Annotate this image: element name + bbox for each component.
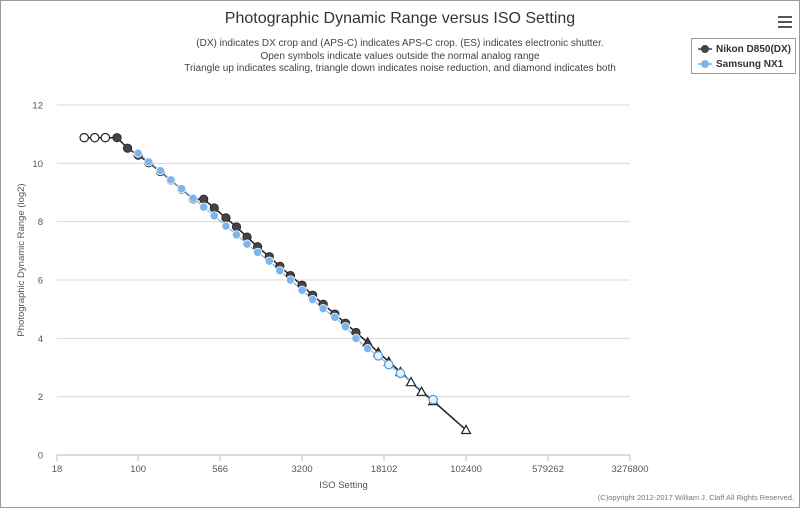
data-point — [122, 143, 133, 153]
data-point — [176, 184, 187, 194]
data-point — [275, 266, 285, 276]
data-point — [221, 221, 231, 231]
y-tick-label: 2 — [38, 392, 43, 403]
hamburger-menu-icon[interactable] — [778, 16, 792, 28]
chart-title: Photographic Dynamic Range versus ISO Se… — [224, 10, 576, 27]
y-tick-label: 6 — [38, 276, 43, 287]
data-point — [144, 157, 154, 167]
data-point-open — [79, 132, 90, 143]
data-point — [231, 230, 242, 240]
x-tick-label: 3200 — [292, 464, 313, 475]
series-markers-nikon — [79, 132, 472, 435]
data-point — [221, 213, 231, 223]
data-point-triangle — [416, 385, 428, 396]
x-tick-label: 18 — [52, 464, 63, 475]
data-point — [199, 194, 209, 204]
x-tick-label: 18102 — [371, 464, 397, 475]
x-tick-label: 100 — [130, 464, 146, 475]
legend-label: Samsung NX1 — [716, 58, 784, 70]
data-point — [209, 211, 219, 221]
legend-label: Nikon D850(DX) — [716, 43, 792, 55]
data-point-open — [100, 132, 111, 143]
data-point — [155, 166, 165, 176]
data-point — [351, 333, 361, 343]
data-point — [340, 322, 351, 332]
subtitle-line: Open symbols indicate values outside the… — [260, 50, 540, 62]
x-tick-label: 3276800 — [612, 464, 649, 475]
legend-marker-icon — [698, 60, 712, 68]
data-point — [318, 303, 328, 314]
data-point — [264, 256, 274, 266]
data-point — [242, 239, 252, 249]
y-tick-label: 12 — [32, 101, 43, 112]
data-point-triangle — [460, 424, 472, 435]
data-point — [297, 285, 307, 295]
data-point — [231, 222, 242, 232]
data-point — [253, 247, 263, 257]
y-axis-title: Photographic Dynamic Range (log2) — [16, 183, 27, 336]
data-point-open — [373, 351, 384, 361]
data-point — [330, 312, 340, 322]
y-tick-label: 8 — [38, 217, 43, 228]
data-point — [112, 133, 122, 143]
legend-item-samsung[interactable]: Samsung NX1 — [698, 57, 783, 71]
legend-item-nikon[interactable]: Nikon D850(DX) — [698, 42, 791, 56]
credits-text: (C)opyright 2012-2017 William J. Claff A… — [597, 493, 794, 502]
data-point — [209, 203, 219, 213]
x-axis-title: ISO Setting — [319, 480, 368, 491]
subtitle-line: (DX) indicates DX crop and (APS-C) indic… — [196, 38, 604, 49]
data-point — [188, 193, 198, 203]
data-point — [363, 343, 373, 354]
data-point — [308, 294, 318, 305]
data-point — [199, 202, 209, 212]
legend-marker-icon — [698, 45, 712, 53]
x-tick-label: 566 — [212, 464, 228, 475]
chart-subtitle: (DX) indicates DX crop and (APS-C) indic… — [130, 38, 670, 76]
data-point-open — [383, 359, 394, 370]
data-point — [166, 175, 176, 185]
series-line-nikon — [84, 136, 467, 431]
data-point — [133, 148, 143, 158]
x-tick-label: 579262 — [532, 464, 564, 475]
subtitle-line: Triangle up indicates scaling, triangle … — [184, 63, 616, 74]
data-point-open — [428, 394, 439, 405]
data-point — [285, 275, 296, 285]
y-tick-label: 10 — [32, 159, 43, 170]
data-point-triangle — [405, 376, 417, 387]
y-tick-label: 4 — [38, 334, 43, 345]
series-markers-samsung — [133, 148, 439, 405]
data-point-open — [395, 368, 406, 379]
data-point-open — [89, 132, 100, 143]
chart-legend: Nikon D850(DX) Samsung NX1 — [691, 38, 796, 74]
x-tick-label: 102400 — [450, 464, 482, 475]
y-tick-label: 0 — [38, 451, 43, 462]
